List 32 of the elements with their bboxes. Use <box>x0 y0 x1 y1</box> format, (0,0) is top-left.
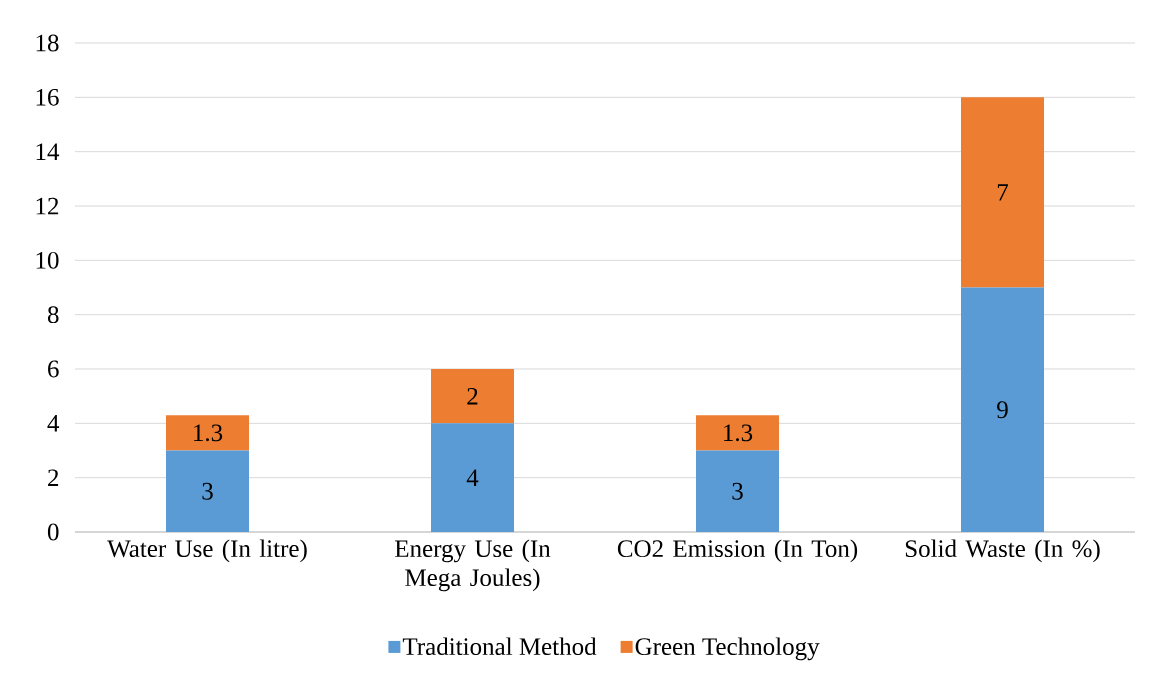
data-label: 1.3 <box>194 424 223 442</box>
bar <box>431 369 514 424</box>
data-label: 7 <box>997 184 1009 201</box>
y-tick-label: 10 <box>36 251 59 269</box>
x-tick-label: Solid Waste (In %) <box>905 539 1100 563</box>
y-tick-label: 4 <box>47 415 60 432</box>
x-tick-label: Water Use (In litre) <box>107 539 307 563</box>
x-tick-label: CO2 Emission (In Ton) <box>617 539 858 563</box>
y-tick-label: 0 <box>47 523 59 541</box>
x-tick-label: Energy Use (In Mega Joules) <box>395 539 551 592</box>
bar <box>431 423 514 532</box>
data-label: 1.3 <box>724 424 753 442</box>
bar <box>961 97 1044 288</box>
data-label: 3 <box>202 482 213 500</box>
data-label: 9 <box>997 401 1008 419</box>
y-tick-label: 14 <box>36 143 60 160</box>
legend-label: Traditional Method <box>402 637 597 656</box>
y-tick-label: 8 <box>47 306 59 324</box>
data-label: 2 <box>467 387 478 405</box>
legend-label: Green Technology <box>635 637 820 661</box>
y-tick-label: 18 <box>36 34 59 52</box>
bar <box>961 287 1044 532</box>
y-tick-label: 16 <box>36 88 59 106</box>
bar <box>696 450 779 532</box>
data-label: 4 <box>466 469 479 486</box>
bar <box>166 415 249 451</box>
y-tick-label: 2 <box>48 469 59 486</box>
y-tick-label: 12 <box>36 197 59 215</box>
bar <box>166 450 249 532</box>
y-tick-label: 6 <box>48 360 59 378</box>
bar <box>696 415 779 451</box>
data-label: 3 <box>732 482 743 500</box>
